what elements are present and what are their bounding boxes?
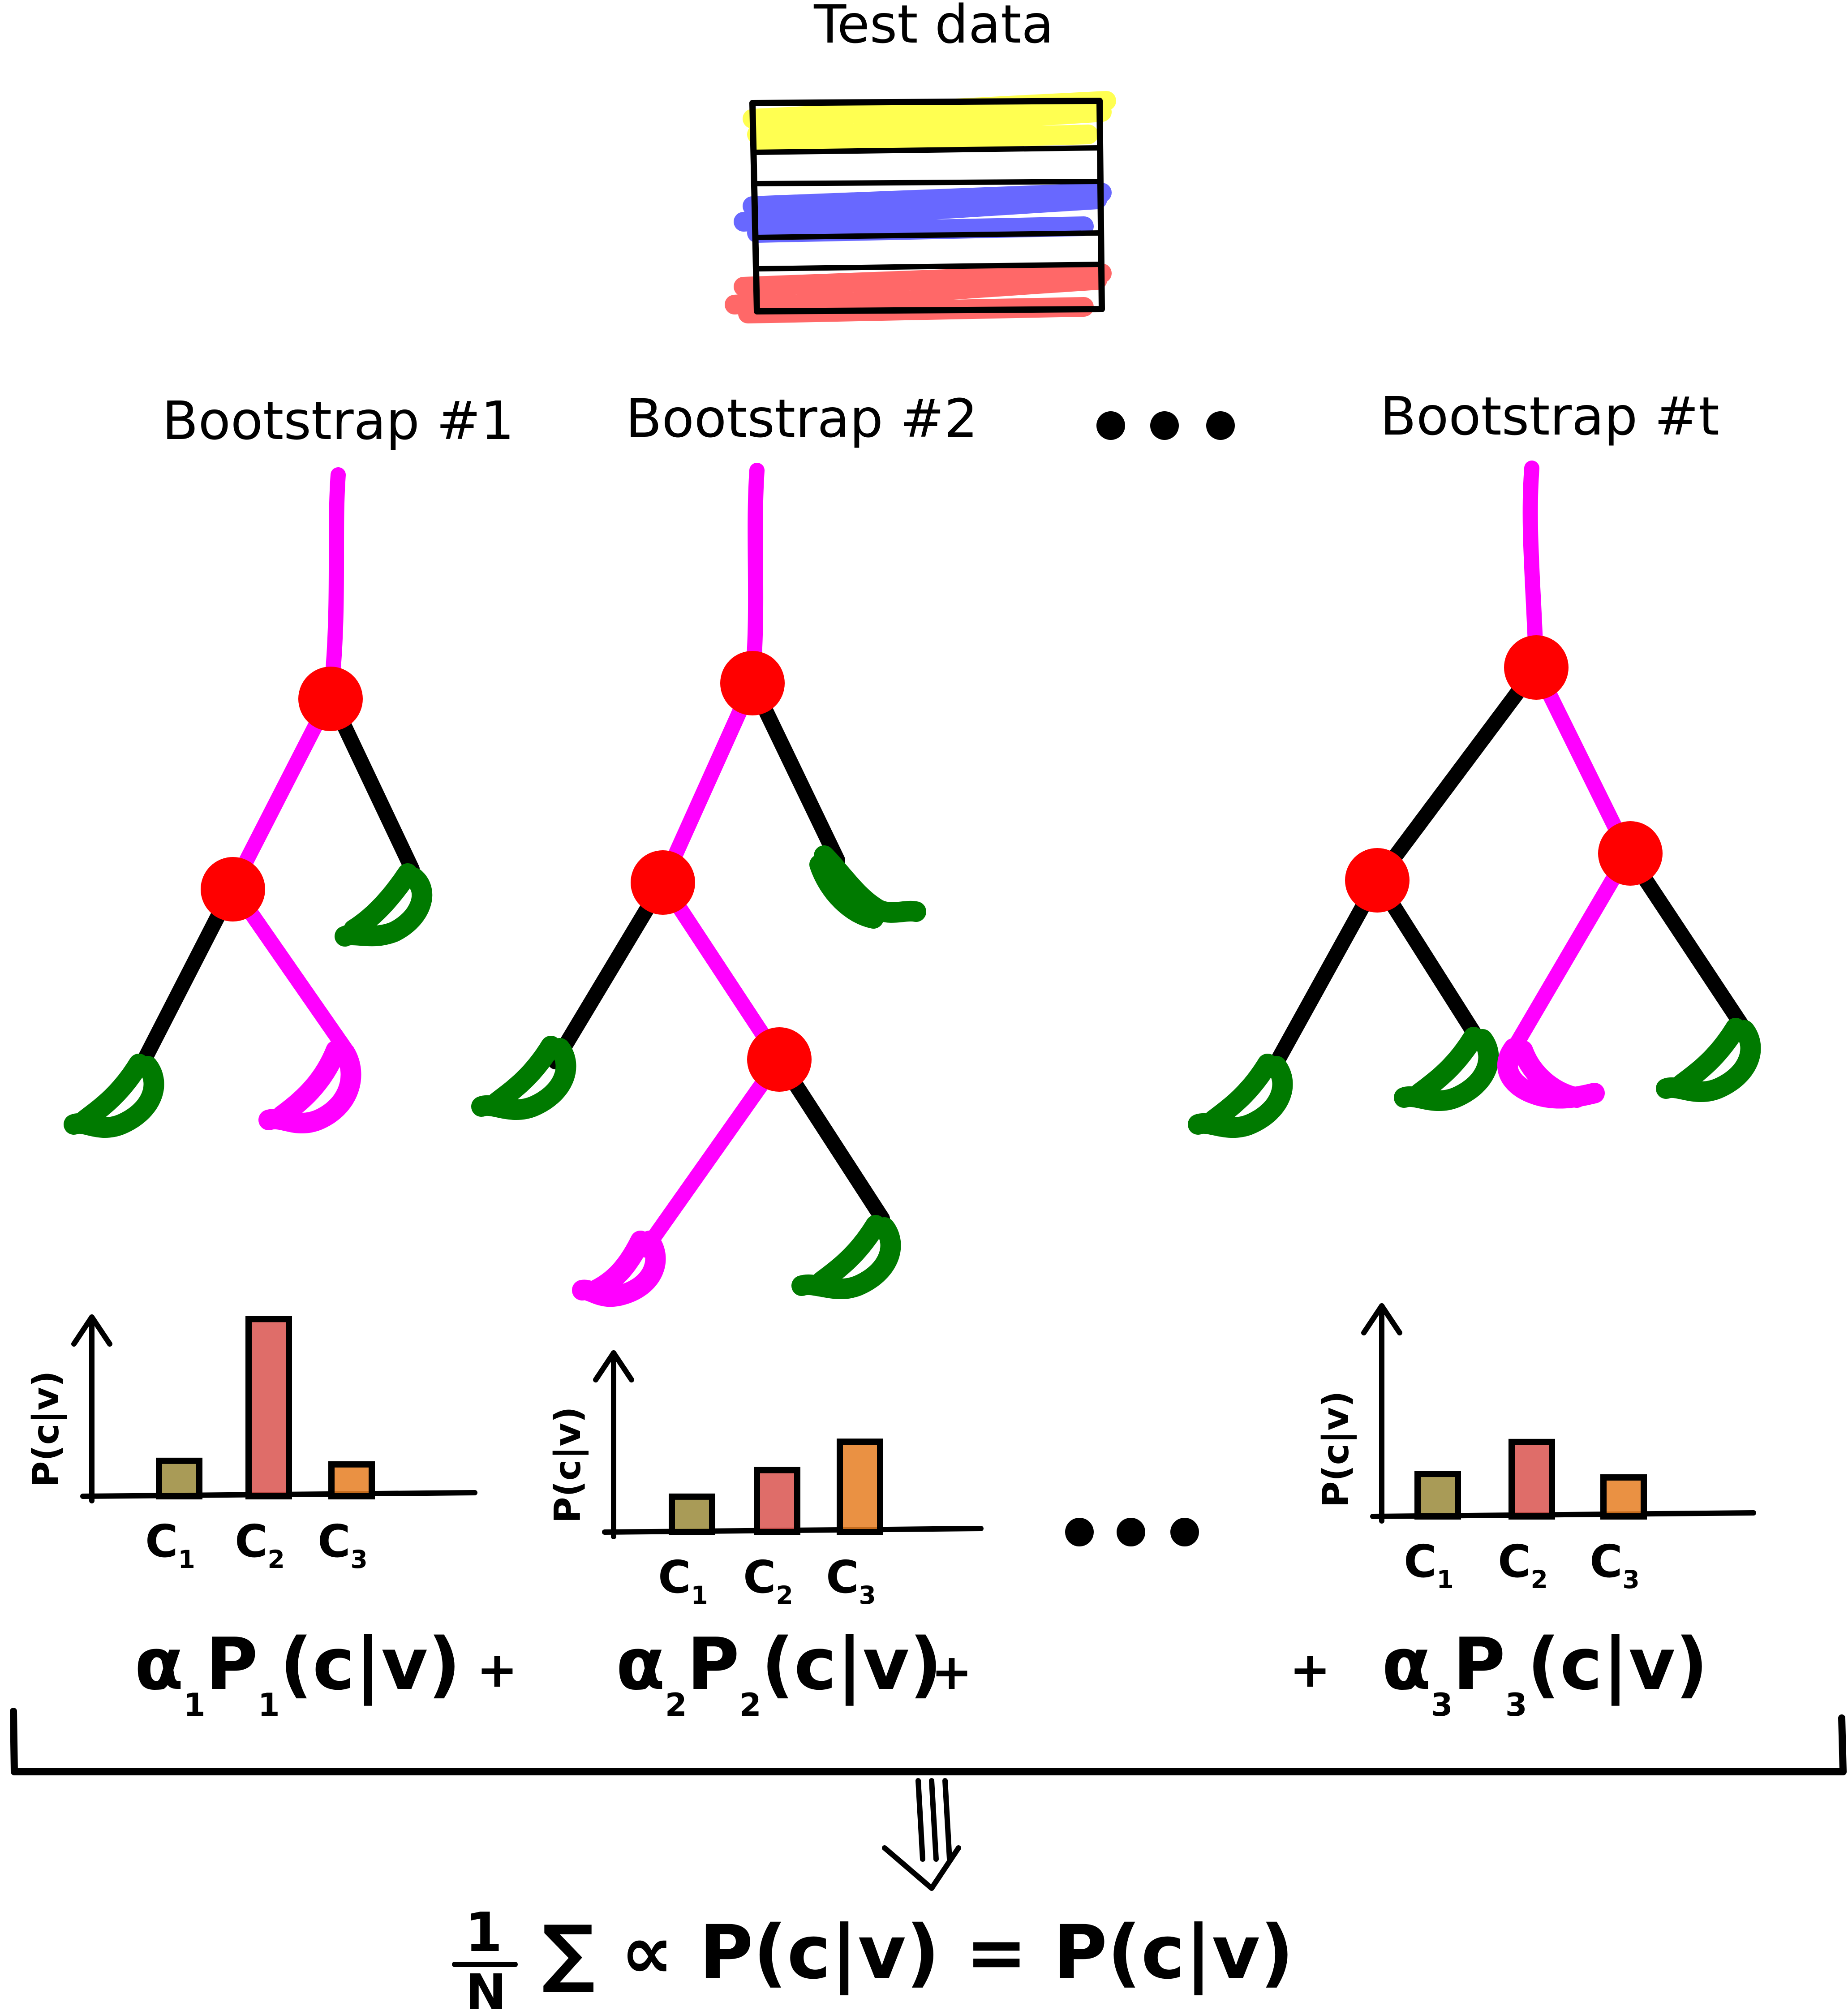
tree-2-leaf-deep-right xyxy=(791,1215,901,1300)
tree-1-node-left xyxy=(201,857,265,922)
tree-2-leaf-path xyxy=(572,1231,666,1307)
tree-bootstrap-2 xyxy=(471,463,926,1307)
final-formula: 1 N ∑ ∝ P(c|v) = P(c|v) xyxy=(452,1902,1294,2011)
test-data-row-1-fill xyxy=(743,91,1116,153)
term-3: α3P3(c|v) xyxy=(1382,1622,1708,1723)
chart-2-ylabel: P(c|v) xyxy=(547,1407,589,1524)
tree-t-node-right xyxy=(1598,821,1663,886)
tree-2-node-root xyxy=(720,651,785,715)
chart-3-tick-c2: C2 xyxy=(1498,1535,1548,1594)
chart-3-tick-c1: C1 xyxy=(1404,1535,1454,1594)
bootstrap-1-label: Bootstrap #1 xyxy=(162,390,515,452)
chart-3-ylabel: P(c|v) xyxy=(1315,1391,1357,1508)
tree-t-leaf-2 xyxy=(1394,1027,1499,1111)
tree-2-leaf-right xyxy=(809,845,926,929)
chart-3-y-arrow xyxy=(1361,1303,1402,1335)
chart-1-tick-c1: C1 xyxy=(145,1515,195,1574)
chart-1-y-arrow xyxy=(71,1314,112,1347)
weighted-terms: α1P1(c|v) α2P2(c|v) α3P3(c|v) xyxy=(134,1622,1708,1723)
formula-body: ∑ ∝ P(c|v) = P(c|v) xyxy=(542,1909,1294,1995)
implies-arrow xyxy=(882,1778,961,1891)
tree-t-node-root xyxy=(1504,635,1569,700)
tree-1-leaf-path xyxy=(258,1040,361,1134)
bootstrap-2-label: Bootstrap #2 xyxy=(626,388,978,449)
bootstrap-t-label: Bootstrap #t xyxy=(1380,385,1719,447)
chart-2-bar-c3 xyxy=(837,1438,883,1535)
chart-1-bar-c3 xyxy=(328,1461,375,1500)
bootstraps-ellipsis xyxy=(1096,411,1235,440)
test-data-row-2-fill xyxy=(734,183,1112,243)
plus-1: + xyxy=(477,1641,518,1698)
term-2: α2P2(c|v) xyxy=(616,1622,942,1723)
sum-brace xyxy=(10,1708,1847,1775)
chart-3-tick-c3: C3 xyxy=(1590,1535,1640,1594)
chart-1-tick-c3: C3 xyxy=(318,1515,368,1574)
tree-2-node-left xyxy=(631,850,695,915)
chart-2: P(c|v) C1 C2 C3 xyxy=(547,1350,984,1610)
charts-ellipsis xyxy=(1065,1518,1199,1546)
tree-bootstrap-1 xyxy=(64,467,433,1138)
term-1: α1P1(c|v) xyxy=(134,1622,460,1723)
chart-3-bar-c1 xyxy=(1414,1471,1461,1520)
chart-1-tick-c2: C2 xyxy=(235,1515,285,1574)
chart-3-bar-c3 xyxy=(1600,1474,1647,1520)
formula-denominator: N xyxy=(465,1964,507,2011)
chart-1-bar-c1 xyxy=(156,1457,202,1500)
chart-2-y-arrow xyxy=(593,1350,634,1382)
chart-2-tick-c3: C3 xyxy=(826,1551,876,1610)
tree-t-node-left xyxy=(1345,848,1410,913)
chart-3-bar-c2 xyxy=(1508,1438,1555,1520)
plus-2: + xyxy=(931,1643,972,1701)
chart-2-bar-c2 xyxy=(754,1467,800,1535)
tree-2-node-deep xyxy=(747,1027,812,1092)
tree-1-leaf-left xyxy=(64,1054,164,1138)
chart-2-tick-c2: C2 xyxy=(743,1551,793,1610)
chart-2-tick-c1: C1 xyxy=(658,1551,708,1610)
test-data-block: Test data xyxy=(725,0,1116,323)
tree-bootstrap-t xyxy=(1188,461,1761,1138)
tree-1-node-root xyxy=(298,667,363,731)
chart-1: P(c|v) C1 C2 C3 xyxy=(25,1314,477,1574)
tree-1-leaf-right xyxy=(335,863,433,947)
chart-1-ylabel: P(c|v) xyxy=(25,1371,67,1488)
formula-numerator: 1 xyxy=(465,1902,503,1964)
chart-1-bar-c2 xyxy=(245,1316,292,1500)
tree-t-leaf-1 xyxy=(1188,1054,1293,1138)
tree-t-leaf-4 xyxy=(1656,1018,1761,1102)
tree-2-leaf-left xyxy=(471,1036,576,1120)
plus-3: + xyxy=(1289,1641,1331,1698)
bar-charts: P(c|v) C1 C2 C3 P(c|v) C1 C2 C3 P(c|v) C1 C2 C3 xyxy=(25,1303,1756,1610)
test-data-table xyxy=(725,91,1116,323)
chart-2-bar-c1 xyxy=(669,1493,715,1536)
tree-t-leaf-path xyxy=(1497,1038,1605,1109)
chart-3: P(c|v) C1 C2 C3 xyxy=(1315,1303,1756,1594)
test-data-title: Test data xyxy=(813,0,1054,55)
